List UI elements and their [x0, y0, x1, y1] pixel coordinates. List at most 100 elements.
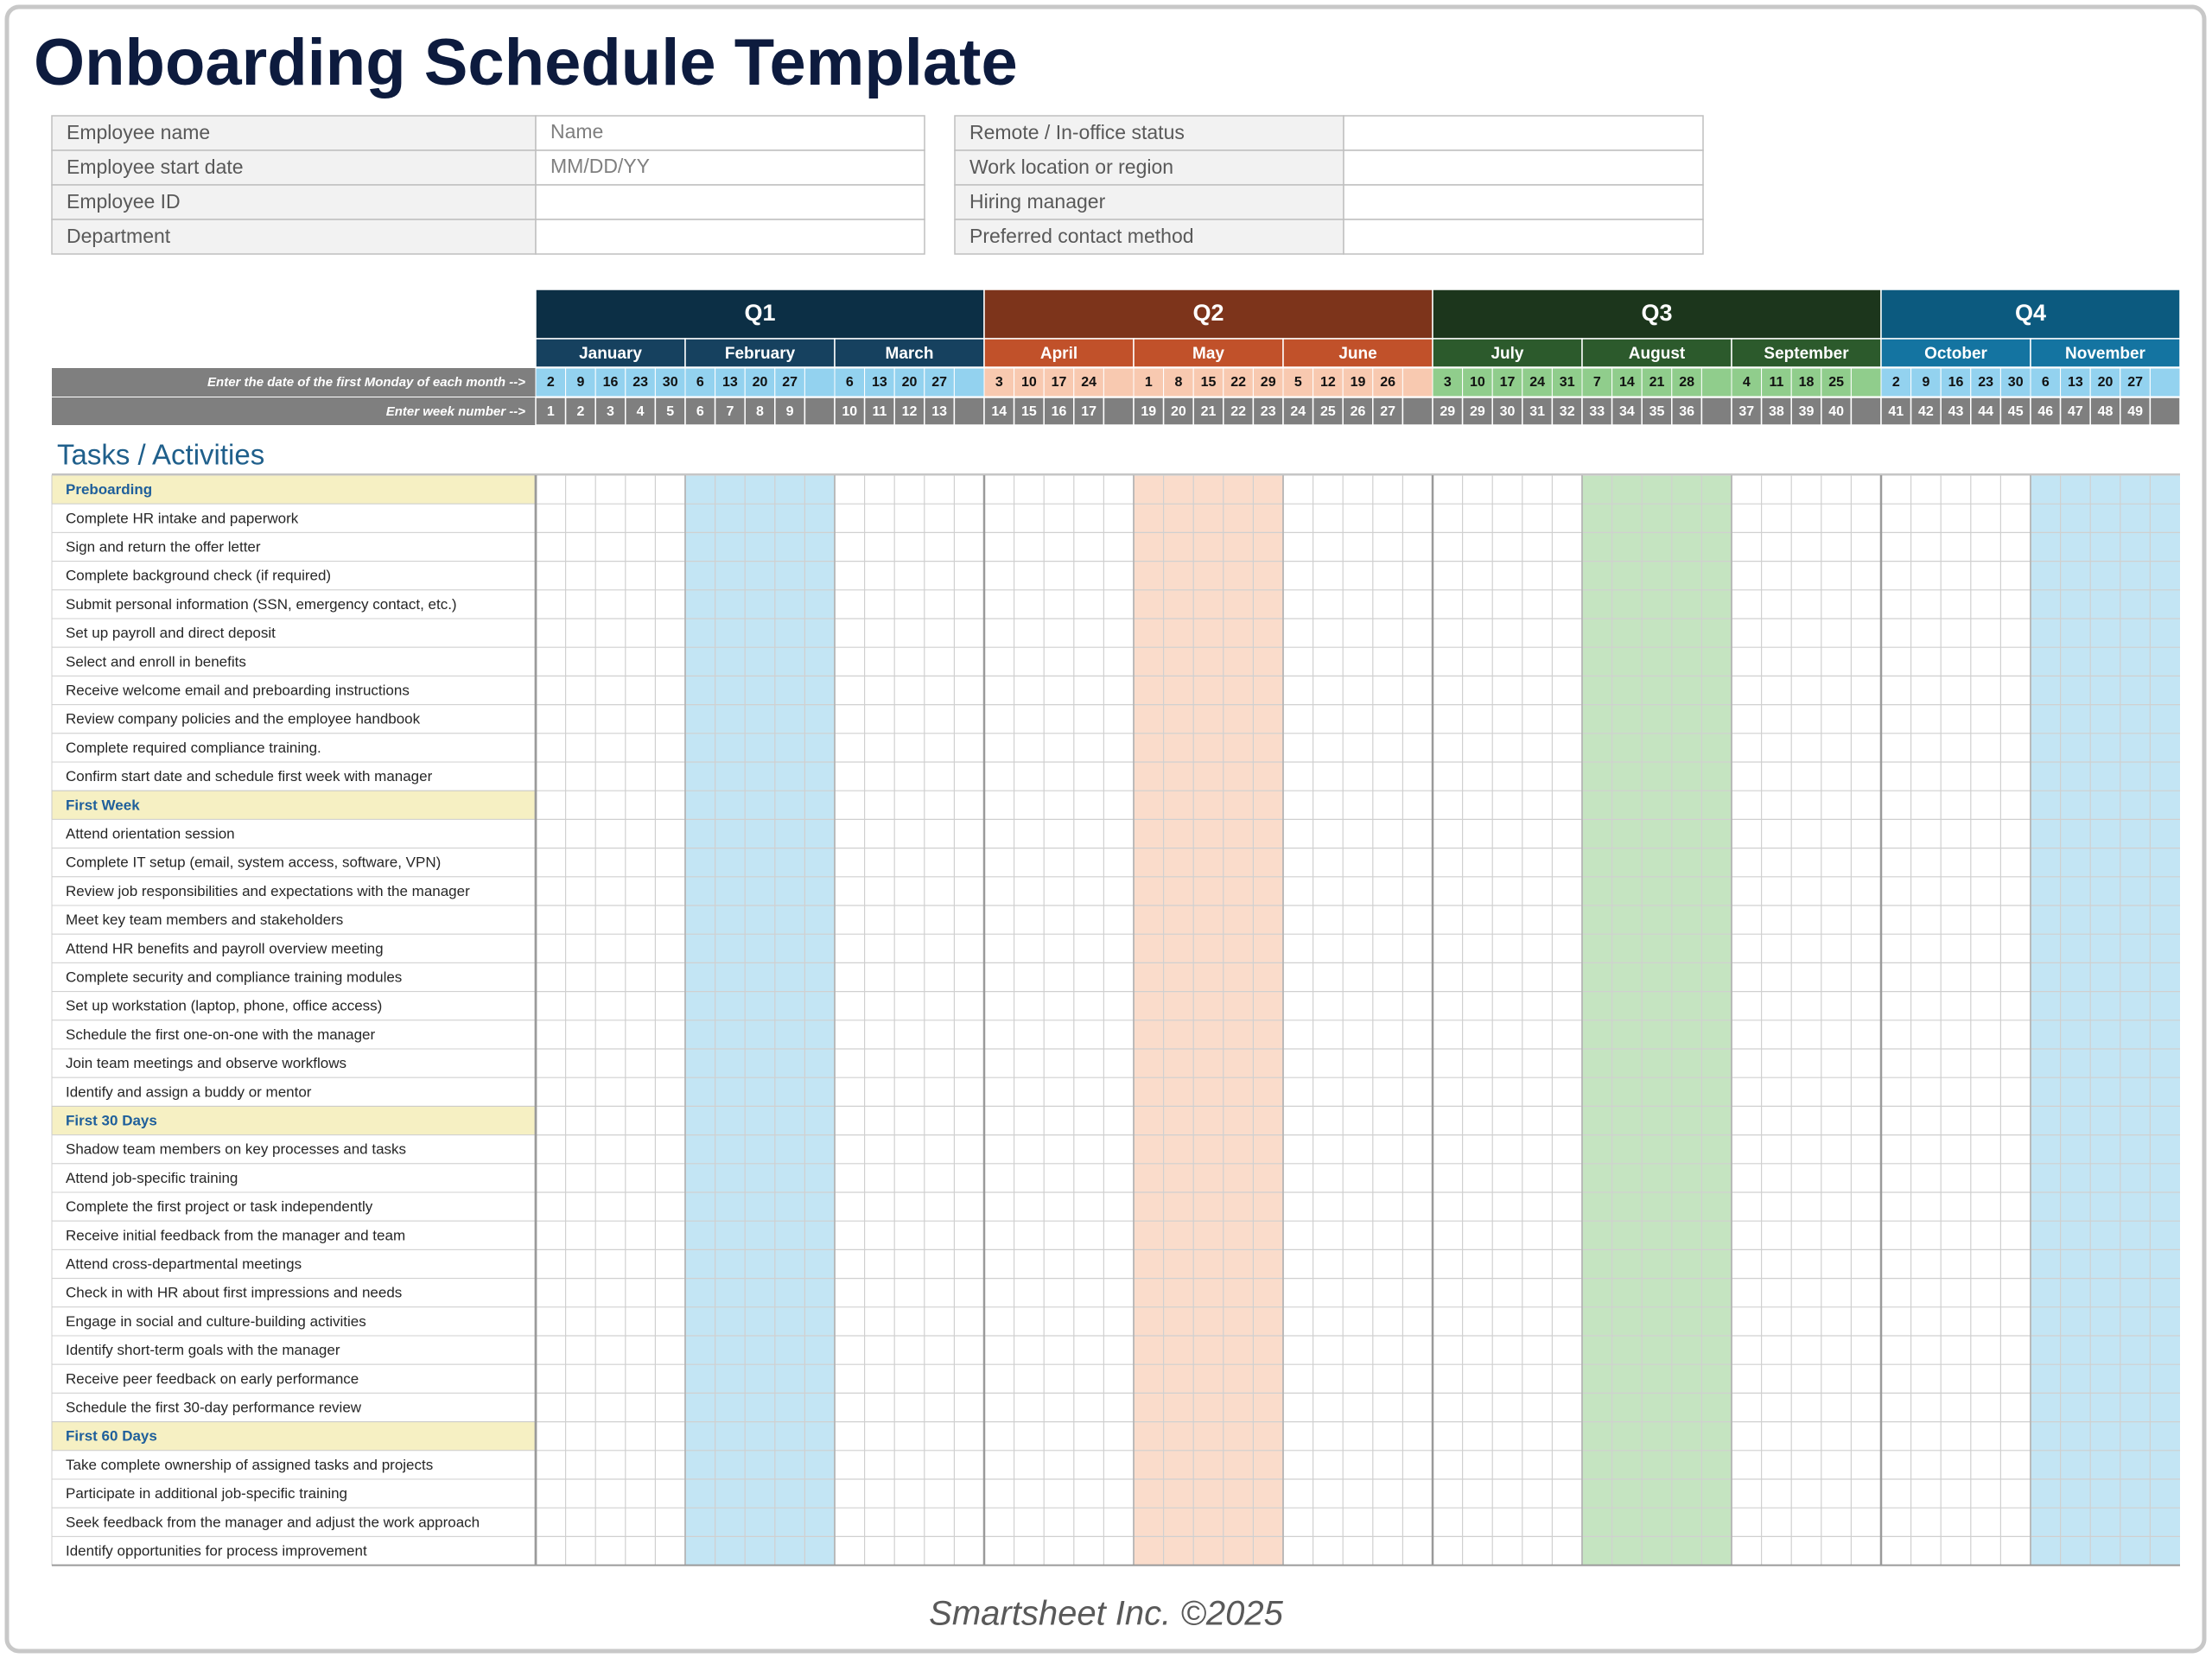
date-cell [1790, 367, 1822, 397]
week-cell [983, 397, 1015, 426]
week-cell [1491, 397, 1523, 426]
section-header-cell [51, 1421, 537, 1452]
date: 3 [995, 375, 1003, 390]
task: Complete the first project or task indep… [66, 1198, 373, 1215]
date: 9 [576, 375, 584, 390]
week-number: 24 [1290, 404, 1306, 419]
task-cell [51, 933, 537, 963]
task: Set up payroll and direct deposit [66, 625, 276, 641]
date-cell [2120, 367, 2151, 397]
month-label: March [886, 345, 934, 363]
week-number: 31 [1529, 404, 1545, 419]
date-cell [1014, 367, 1045, 397]
date-cell [1641, 367, 1673, 397]
date: 17 [1500, 375, 1516, 390]
task: Select and enroll in benefits [66, 653, 246, 670]
date-cell [715, 367, 746, 397]
week-cell [1671, 397, 1703, 426]
week-number: 37 [1738, 404, 1754, 419]
date: 20 [2098, 375, 2113, 390]
info-label-cell [51, 149, 537, 186]
week-cell [953, 397, 985, 426]
date-cell [1999, 367, 2031, 397]
date: 18 [1799, 375, 1815, 390]
month-header [2030, 338, 2181, 368]
task: Identify and assign a buddy or mentor [66, 1083, 312, 1100]
date-cell [2149, 367, 2181, 397]
date: 24 [1529, 375, 1545, 390]
week-cell [1760, 397, 1792, 426]
quarter-header [1880, 289, 2181, 340]
date-cell [1462, 367, 1493, 397]
date-cell [565, 367, 596, 397]
section-header-cell [51, 790, 537, 820]
date-row-label: Enter the date of the first Monday of ea… [207, 375, 525, 390]
week-cell [1013, 397, 1045, 426]
week-cell [1522, 397, 1554, 426]
week-number: 15 [1021, 404, 1037, 419]
date: 23 [1978, 375, 1993, 390]
info-value-cell [535, 219, 925, 255]
week-cell [1850, 397, 1882, 426]
month-header [983, 338, 1135, 368]
info-label: Employee ID [67, 190, 181, 213]
date-cell [864, 367, 895, 397]
date-cell [1522, 367, 1553, 397]
date: 28 [1679, 375, 1694, 390]
task-cell [51, 1363, 537, 1394]
week-number: 21 [1201, 404, 1217, 419]
date-cell [1850, 367, 1882, 397]
date-cell [1163, 367, 1194, 397]
week-number: 29 [1440, 404, 1455, 419]
date: 9 [1922, 375, 1929, 390]
date-cell [953, 367, 985, 397]
date-cell [684, 367, 716, 397]
task-cell [51, 1392, 537, 1423]
date: 14 [1619, 375, 1635, 390]
week-number: 22 [1230, 404, 1246, 419]
task: Seek feedback from the manager and adjus… [66, 1514, 480, 1530]
month-label: July [1491, 345, 1523, 363]
date: 31 [1560, 375, 1575, 390]
month-header [1133, 338, 1284, 368]
date: 21 [1649, 375, 1665, 390]
date-cell [1223, 367, 1254, 397]
date-cell [2030, 367, 2062, 397]
date: 30 [2008, 375, 2024, 390]
info-value: MM/DD/YY [550, 155, 650, 177]
date-cell [1252, 367, 1284, 397]
week-cell [744, 397, 776, 426]
week-cell [1282, 397, 1314, 426]
date: 2 [547, 375, 555, 390]
date-cell [893, 367, 925, 397]
week-cell [1133, 397, 1165, 426]
week-cell [1970, 397, 2002, 426]
info-value: Name [550, 120, 603, 143]
info-label: Remote / In-office status [969, 121, 1185, 143]
week-row-label-cell [52, 397, 536, 425]
week-number: 23 [1261, 404, 1276, 419]
month-label: November [2065, 345, 2146, 363]
date-cell [834, 367, 866, 397]
week-number: 26 [1351, 404, 1366, 419]
info-label-cell [954, 149, 1344, 186]
footer: Smartsheet Inc. ©2025 [929, 1595, 1283, 1633]
info-value-cell [535, 115, 925, 151]
week-cell [1162, 397, 1194, 426]
task-cell [51, 1248, 537, 1280]
week-number: 10 [842, 404, 857, 419]
week-number: 17 [1081, 404, 1096, 419]
date: 25 [1828, 375, 1844, 390]
week-number: 46 [2037, 404, 2053, 419]
week-cell [564, 397, 596, 426]
date: 6 [846, 375, 854, 390]
info-label-cell [954, 184, 1344, 220]
week-cell [654, 397, 686, 426]
info-label-cell [51, 115, 537, 151]
week-cell [1402, 397, 1433, 426]
week-number: 6 [696, 404, 704, 419]
date: 8 [1174, 375, 1182, 390]
date: 13 [722, 375, 738, 390]
task: Join team meetings and observe workflows [66, 1055, 346, 1071]
week-cell [1731, 397, 1763, 426]
